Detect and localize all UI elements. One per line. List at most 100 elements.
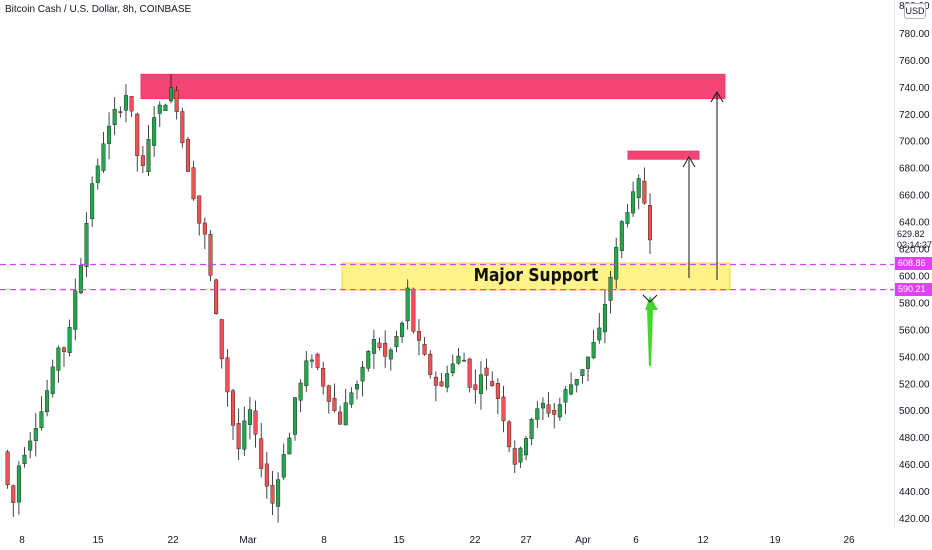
candle-up [146,139,151,172]
time-tick-label: 15 [92,535,104,546]
candle-up [112,108,117,125]
pointer-mark [642,294,658,303]
candle-down [219,319,224,360]
candle-down [416,331,421,341]
arrows-layer [642,91,724,366]
arrowhead-near [682,156,696,168]
candle-up [84,223,89,267]
time-tick-label: Apr [575,535,591,546]
candle-down [202,222,207,235]
candle-up [625,212,630,224]
time-tick-label: 8 [321,535,327,546]
candle-down [326,385,331,402]
candle-down [495,382,500,399]
candle-up [157,104,162,114]
candle-down [208,234,213,276]
candle-down [174,90,179,112]
candle-up [276,479,281,507]
candle-up [304,360,309,387]
candle-down [253,410,258,435]
candle-up [22,454,27,465]
candle-up [608,276,613,301]
candle-down [321,368,326,387]
candle-down [332,397,337,411]
candle-down [501,396,506,422]
price-tick-label: 480.00 [899,433,930,444]
candle-up [518,447,523,463]
candle-up [462,359,467,362]
candle-up [569,384,574,395]
candle-up [123,95,128,111]
candles-layer [5,74,653,523]
zones-layer [140,73,731,291]
price-tick-label: 780.00 [899,29,930,40]
candle-up [163,104,168,111]
candle-down [129,96,134,112]
candle-up [56,347,61,371]
candle-up [614,246,619,280]
candle-up [557,404,562,418]
candle-down [135,113,140,156]
last-price-readout: 629.82 [897,229,925,239]
price-tick-label: 440.00 [899,487,930,498]
candle-up [73,290,78,330]
candle-up [39,411,44,428]
candle-up [16,465,21,503]
candle-down [197,195,202,224]
candle-down [259,438,264,469]
candle-up [478,374,483,394]
candle-up [298,382,303,401]
time-tick-label: 8 [19,535,25,546]
price-tick-label: 640.00 [899,218,930,229]
candle-up [394,336,399,348]
candle-down [512,448,517,465]
price-tick-label: 680.00 [899,164,930,175]
zone-support [341,262,731,291]
time-tick-label: 12 [697,535,709,546]
candle-up [247,409,252,425]
candle-down [552,410,557,415]
candle-up [574,379,579,386]
candle-down [214,279,219,314]
candle-up [597,327,602,341]
price-tick-label: 600.00 [899,271,930,282]
zone-resistance-high [140,73,726,100]
time-tick-label: Mar [239,535,257,546]
candle-up [591,342,596,359]
candle-down [411,288,416,332]
candle-down [642,180,647,204]
candle-down [383,342,388,357]
candle-down [315,353,320,368]
candle-up [524,438,529,456]
price-tick-label: 760.00 [899,56,930,67]
level-tag-upper: 608.86 [895,257,932,270]
level-tag-lower: 590.21 [895,283,932,296]
currency-button[interactable]: USD [904,3,926,19]
time-tick-label: 27 [520,535,532,546]
candle-up [631,191,636,214]
candle-down [5,451,10,486]
candle-up [309,359,314,362]
candle-up [405,287,410,322]
candle-up [456,355,461,364]
candle-down [433,376,438,386]
price-tick-label: 420.00 [899,514,930,525]
green-up-arrow [645,296,658,366]
candle-up [360,366,365,382]
candle-down [467,358,472,388]
candle-up [619,221,624,251]
price-tick-label: 580.00 [899,298,930,309]
time-tick-label: 26 [843,535,855,546]
price-tick-label: 740.00 [899,83,930,94]
candle-down [236,423,241,450]
candle-up [242,420,247,450]
price-tick-label: 620.00 [899,245,930,256]
candle-up [445,373,450,388]
candle-up [45,390,50,413]
time-axis[interactable]: 8 15 22 Mar 8 15 22 27 Apr 6 12 19 26 [19,535,855,546]
candle-up [28,440,33,451]
candle-down [490,381,495,386]
candle-up [636,178,641,198]
